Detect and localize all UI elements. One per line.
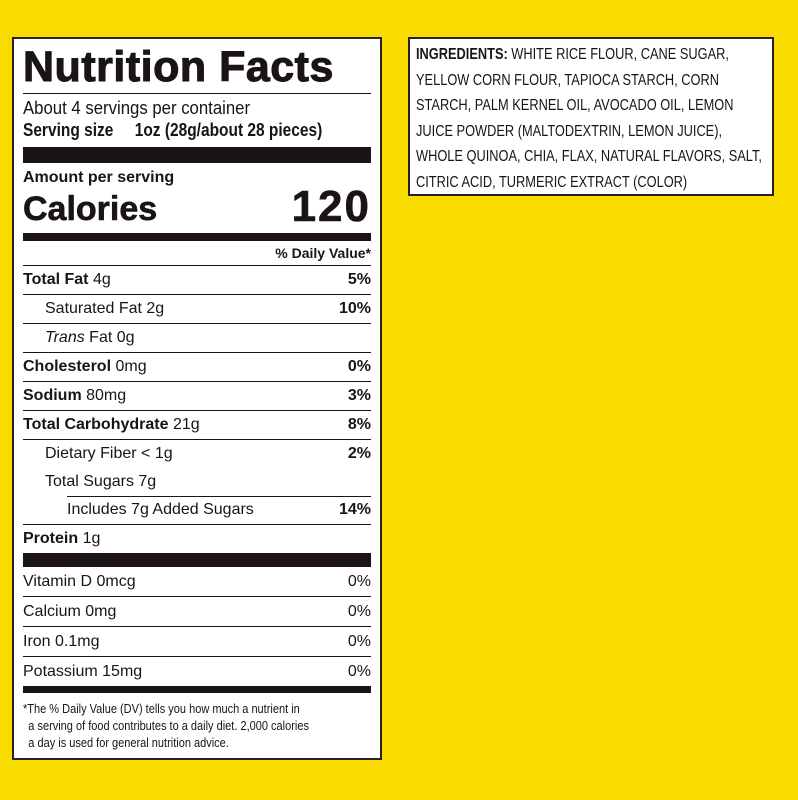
- vitamin-row-potassium: Potassium 15mg 0%: [23, 656, 371, 686]
- nutrition-facts-label: Nutrition Facts About 4 servings per con…: [12, 37, 382, 760]
- nutrient-amount: 4g: [92, 271, 111, 288]
- nutrient-row-cholesterol: Cholesterol 0mg 0%: [23, 352, 371, 381]
- nutrient-amount: 0g: [116, 329, 135, 346]
- nutrient-amount: 0mg: [115, 358, 147, 375]
- serving-size-value: 1oz (28g/about 28 pieces): [134, 120, 323, 140]
- nutrient-amount: 80mg: [86, 387, 127, 404]
- medium-divider: [23, 686, 371, 693]
- nutrient-name: Trans: [45, 329, 85, 346]
- daily-value-header: % Daily Value*: [275, 245, 371, 261]
- serving-size-label: Serving size: [23, 120, 114, 140]
- nutrient-name: Includes 7g Added Sugars: [67, 501, 254, 518]
- calories-row: Calories 120: [23, 182, 371, 231]
- nutrient-row-total-carbohydrate: Total Carbohydrate 21g 8%: [23, 410, 371, 439]
- thick-divider: [23, 553, 371, 567]
- footnote-line: *The % Daily Value (DV) tells you how mu…: [23, 702, 300, 716]
- vitamin-row-vitamin-d: Vitamin D 0mcg 0%: [23, 567, 371, 596]
- vitamin-dv: 0%: [347, 572, 371, 590]
- vitamin-row-iron: Iron 0.1mg 0%: [23, 626, 371, 656]
- nutrient-row-protein: Protein 1g: [23, 524, 371, 553]
- nutrient-name: Saturated Fat: [45, 300, 142, 317]
- vitamin-dv: 0%: [347, 632, 371, 650]
- vitamin-amount: 0mg: [85, 602, 117, 620]
- divider: [23, 93, 371, 94]
- nutrient-amount: 2g: [146, 300, 165, 317]
- nutrient-dv: 10%: [338, 300, 371, 317]
- nutrient-row-trans-fat: Trans Fat 0g: [23, 323, 371, 352]
- nutrient-row-saturated-fat: Saturated Fat 2g 10%: [23, 294, 371, 323]
- footnote-line: a serving of food contributes to a daily…: [28, 719, 309, 733]
- nutrient-row-sodium: Sodium 80mg 3%: [23, 381, 371, 410]
- nutrient-name: Dietary Fiber: [45, 445, 137, 462]
- vitamin-name: Iron: [23, 632, 51, 650]
- nutrient-dv: 8%: [347, 416, 371, 433]
- nutrient-dv: 14%: [338, 501, 371, 518]
- serving-size: Serving size 1oz (28g/about 28 pieces): [23, 119, 322, 141]
- nutrient-name: Total Fat: [23, 271, 89, 288]
- nutrient-name: Cholesterol: [23, 358, 112, 375]
- calories-value: 120: [291, 182, 371, 231]
- ingredients-panel: INGREDIENTS: WHITE RICE FLOUR, CANE SUGA…: [408, 37, 774, 196]
- nutrient-name: Total Carbohydrate: [23, 416, 169, 433]
- nutrient-name-suffix: Fat: [84, 329, 113, 346]
- vitamin-name: Potassium: [23, 662, 98, 680]
- vitamin-row-calcium: Calcium 0mg 0%: [23, 596, 371, 626]
- nutrient-dv: 3%: [347, 387, 371, 404]
- amount-per-serving: Amount per serving: [23, 169, 175, 186]
- nutrient-row-dietary-fiber: Dietary Fiber < 1g 2%: [23, 439, 371, 468]
- nutrient-amount: 21g: [172, 416, 200, 433]
- ingredients-label: INGREDIENTS:: [416, 46, 508, 63]
- ingredients-text: INGREDIENTS: WHITE RICE FLOUR, CANE SUGA…: [416, 42, 766, 195]
- nutrient-name: Sodium: [23, 387, 82, 404]
- label-title: Nutrition Facts: [23, 43, 334, 92]
- nutrient-name: Protein: [23, 530, 79, 547]
- medium-divider: [23, 233, 371, 241]
- nutrient-dv: 5%: [347, 271, 371, 288]
- nutrient-amount: 1g: [82, 530, 101, 547]
- nutrient-row-added-sugars: Includes 7g Added Sugars 14%: [67, 496, 371, 524]
- ingredients-list: WHITE RICE FLOUR, CANE SUGAR, YELLOW COR…: [416, 46, 762, 191]
- nutrient-row-total-sugars: Total Sugars 7g: [23, 468, 371, 496]
- nutrient-row-total-fat: Total Fat 4g 5%: [23, 265, 371, 294]
- nutrient-dv: 0%: [347, 358, 371, 375]
- vitamin-name: Calcium: [23, 602, 81, 620]
- nutrient-name: Total Sugars: [45, 473, 134, 490]
- servings-per-container: About 4 servings per container: [23, 98, 251, 118]
- vitamin-amount: 0.1mg: [55, 632, 100, 650]
- vitamin-dv: 0%: [347, 602, 371, 620]
- nutrient-dv: 2%: [347, 445, 371, 462]
- calories-label: Calories: [23, 190, 158, 228]
- nutrient-amount: < 1g: [141, 445, 173, 462]
- footnote-line: a day is used for general nutrition advi…: [28, 736, 229, 750]
- nutrient-amount: 7g: [138, 473, 157, 490]
- footnote: *The % Daily Value (DV) tells you how mu…: [23, 701, 329, 752]
- vitamin-dv: 0%: [347, 662, 371, 680]
- thick-divider: [23, 147, 371, 163]
- vitamin-amount: 15mg: [102, 662, 143, 680]
- vitamin-name: Vitamin D: [23, 572, 93, 590]
- vitamin-amount: 0mcg: [96, 572, 136, 590]
